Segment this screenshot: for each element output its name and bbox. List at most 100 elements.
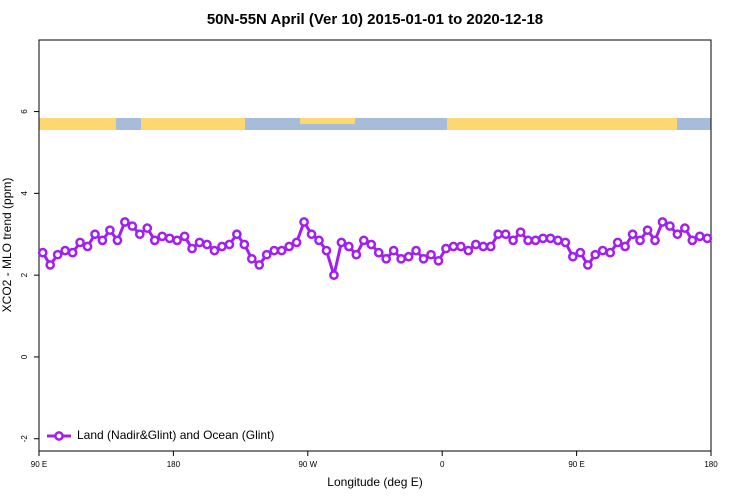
y-tick-label: -2 bbox=[20, 435, 29, 443]
point bbox=[650, 235, 660, 246]
point bbox=[314, 235, 324, 246]
point bbox=[493, 229, 504, 240]
point bbox=[82, 241, 93, 252]
point bbox=[149, 235, 160, 246]
point bbox=[120, 217, 130, 227]
surface-strip bbox=[39, 118, 711, 130]
point bbox=[694, 231, 705, 242]
y-axis-label: XCO2 - MLO trend (ppm) bbox=[0, 178, 14, 313]
y-tick-label: 4 bbox=[20, 191, 29, 196]
point bbox=[553, 235, 563, 246]
point bbox=[515, 227, 526, 238]
point bbox=[582, 260, 593, 270]
point bbox=[680, 223, 690, 233]
point bbox=[575, 247, 586, 258]
point bbox=[456, 241, 466, 252]
point bbox=[411, 245, 421, 256]
point bbox=[605, 247, 616, 258]
x-axis-label: Longitude (deg E) bbox=[327, 475, 422, 489]
point bbox=[523, 235, 533, 246]
point bbox=[463, 245, 474, 256]
point bbox=[597, 245, 608, 256]
point bbox=[321, 245, 332, 256]
point bbox=[52, 249, 63, 260]
point bbox=[590, 249, 601, 260]
point bbox=[381, 253, 392, 264]
point bbox=[336, 237, 347, 248]
point bbox=[209, 245, 220, 256]
point bbox=[485, 241, 496, 252]
point bbox=[112, 235, 123, 246]
point bbox=[134, 229, 145, 240]
point bbox=[508, 235, 518, 246]
point bbox=[568, 251, 578, 262]
point bbox=[642, 225, 653, 236]
point bbox=[702, 233, 713, 244]
point bbox=[194, 237, 205, 248]
point bbox=[37, 247, 48, 258]
point bbox=[612, 237, 623, 248]
point bbox=[657, 217, 668, 227]
point bbox=[306, 229, 317, 240]
point bbox=[358, 235, 369, 246]
point bbox=[418, 253, 429, 264]
x-tick-label: 180 bbox=[167, 460, 181, 469]
point bbox=[254, 260, 265, 270]
point bbox=[127, 221, 138, 231]
point bbox=[441, 243, 451, 254]
plot-frame bbox=[38, 39, 712, 452]
point bbox=[232, 229, 242, 240]
point bbox=[276, 245, 287, 256]
point bbox=[299, 217, 309, 227]
point bbox=[90, 229, 100, 240]
point bbox=[373, 247, 384, 258]
x-tick-label: 0 bbox=[440, 460, 445, 469]
point bbox=[344, 241, 354, 252]
point bbox=[202, 239, 212, 250]
point bbox=[388, 245, 399, 256]
point bbox=[217, 241, 227, 252]
point bbox=[433, 255, 444, 266]
point bbox=[627, 229, 638, 240]
y-tick-label: 0 bbox=[20, 354, 29, 359]
point bbox=[351, 249, 362, 260]
legend-marker bbox=[54, 431, 64, 441]
chart-title: 50N-55N April (Ver 10) 2015-01-01 to 202… bbox=[207, 11, 543, 28]
point bbox=[75, 237, 85, 248]
point bbox=[620, 241, 630, 252]
point bbox=[530, 235, 541, 246]
point bbox=[478, 241, 489, 252]
point bbox=[187, 243, 197, 254]
point bbox=[142, 223, 153, 233]
point bbox=[329, 270, 339, 280]
x-tick-label: 90 E bbox=[568, 460, 584, 469]
point bbox=[687, 235, 698, 246]
y-tick-label: 2 bbox=[20, 272, 29, 277]
point bbox=[500, 229, 511, 240]
point bbox=[284, 241, 294, 252]
point bbox=[246, 253, 257, 264]
point bbox=[224, 239, 235, 250]
x-tick-label: 180 bbox=[704, 460, 718, 469]
point bbox=[291, 237, 302, 248]
point bbox=[179, 231, 190, 242]
point bbox=[635, 235, 645, 246]
series-line bbox=[41, 218, 708, 281]
point bbox=[426, 249, 436, 260]
point bbox=[164, 233, 175, 244]
point bbox=[97, 235, 108, 246]
point bbox=[403, 251, 414, 262]
y-tick-label: 6 bbox=[20, 109, 29, 114]
point bbox=[105, 225, 115, 236]
point bbox=[157, 231, 168, 242]
point bbox=[448, 241, 459, 252]
point bbox=[239, 239, 250, 250]
point bbox=[538, 233, 548, 244]
point bbox=[560, 237, 571, 248]
point bbox=[269, 245, 280, 256]
point bbox=[261, 249, 272, 260]
point bbox=[665, 221, 675, 231]
point bbox=[67, 247, 78, 258]
point bbox=[396, 253, 406, 264]
